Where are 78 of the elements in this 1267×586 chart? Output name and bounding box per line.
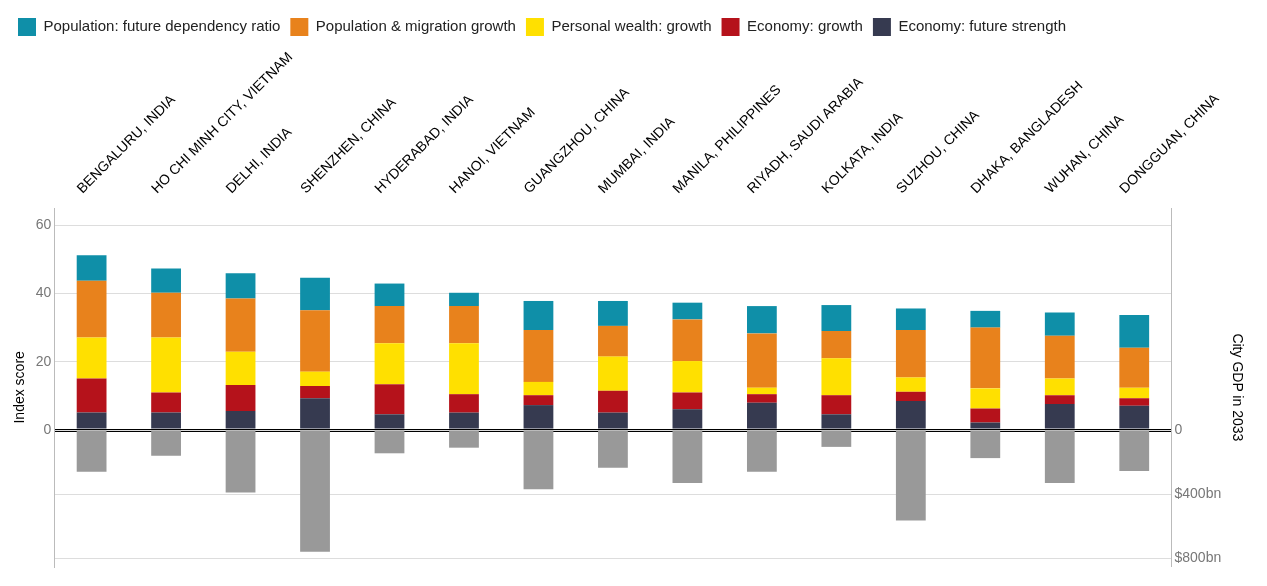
y2-tick-label: 0 [1174, 420, 1183, 437]
bar [523, 381, 554, 396]
bar [821, 331, 852, 359]
bar [523, 395, 554, 406]
bar [225, 273, 256, 299]
bar [1044, 395, 1075, 405]
bar [523, 329, 554, 382]
bar [598, 300, 628, 326]
bar [1119, 347, 1150, 388]
bar [300, 398, 330, 429]
legend-label: Economy: growth [747, 17, 863, 35]
bar [672, 361, 703, 393]
bar [895, 401, 926, 429]
bar [76, 378, 107, 413]
bar [523, 300, 554, 330]
bar [746, 394, 777, 403]
bar [970, 327, 1001, 389]
bar [300, 371, 330, 386]
bar [76, 280, 107, 338]
bar [225, 410, 256, 429]
bar [151, 268, 181, 293]
bar [598, 325, 628, 357]
legend-label: Population & migration growth [315, 17, 516, 35]
bar [746, 387, 777, 395]
bar [895, 308, 926, 330]
y-tick-label: 40 [35, 284, 52, 301]
bar [151, 292, 181, 338]
bar [672, 319, 703, 362]
y2-tick-label: $800bn [1174, 549, 1222, 566]
y2-axis-title: City GDP in 2033 [1229, 333, 1246, 442]
bar [672, 302, 703, 320]
bar [300, 310, 330, 372]
bar [300, 385, 330, 399]
bar [225, 298, 256, 352]
bar [598, 356, 628, 391]
legend-label: Population: future dependency ratio [43, 17, 281, 35]
bar [1044, 312, 1075, 336]
bar [598, 390, 628, 413]
bar [449, 343, 479, 395]
bar [1119, 398, 1150, 406]
bar [151, 392, 181, 413]
legend-label: Economy: future strength [898, 17, 1067, 35]
y-tick-label: 20 [35, 352, 52, 369]
bar [970, 388, 1001, 409]
bar [374, 283, 405, 307]
bar [821, 395, 852, 415]
bar [746, 333, 777, 388]
bar [1119, 387, 1150, 399]
bar [1044, 335, 1075, 379]
bar [672, 392, 703, 410]
bar [449, 394, 479, 413]
bar [1119, 314, 1150, 348]
y-tick-label: 60 [35, 216, 52, 233]
bar [374, 306, 405, 344]
bar [449, 306, 479, 344]
y2-tick-label: $400bn [1174, 485, 1222, 502]
bar [1044, 378, 1075, 396]
bar [76, 337, 107, 379]
bar [746, 306, 777, 334]
bar [970, 422, 1001, 429]
bar [225, 384, 256, 411]
y-tick-label: 0 [43, 420, 52, 437]
bar [895, 377, 926, 392]
bar [895, 329, 926, 378]
bar [970, 310, 1001, 328]
y-axis-title: Index score [11, 350, 28, 424]
bar [970, 408, 1001, 423]
bar [76, 255, 107, 281]
bar [300, 277, 330, 311]
bar [374, 343, 405, 385]
bar [151, 337, 181, 393]
bar [821, 358, 852, 396]
legend-label: Personal wealth: growth [551, 17, 712, 35]
bar [821, 305, 852, 332]
bar [374, 384, 405, 415]
bar [449, 292, 479, 307]
bar [895, 391, 926, 402]
bar [225, 351, 256, 385]
